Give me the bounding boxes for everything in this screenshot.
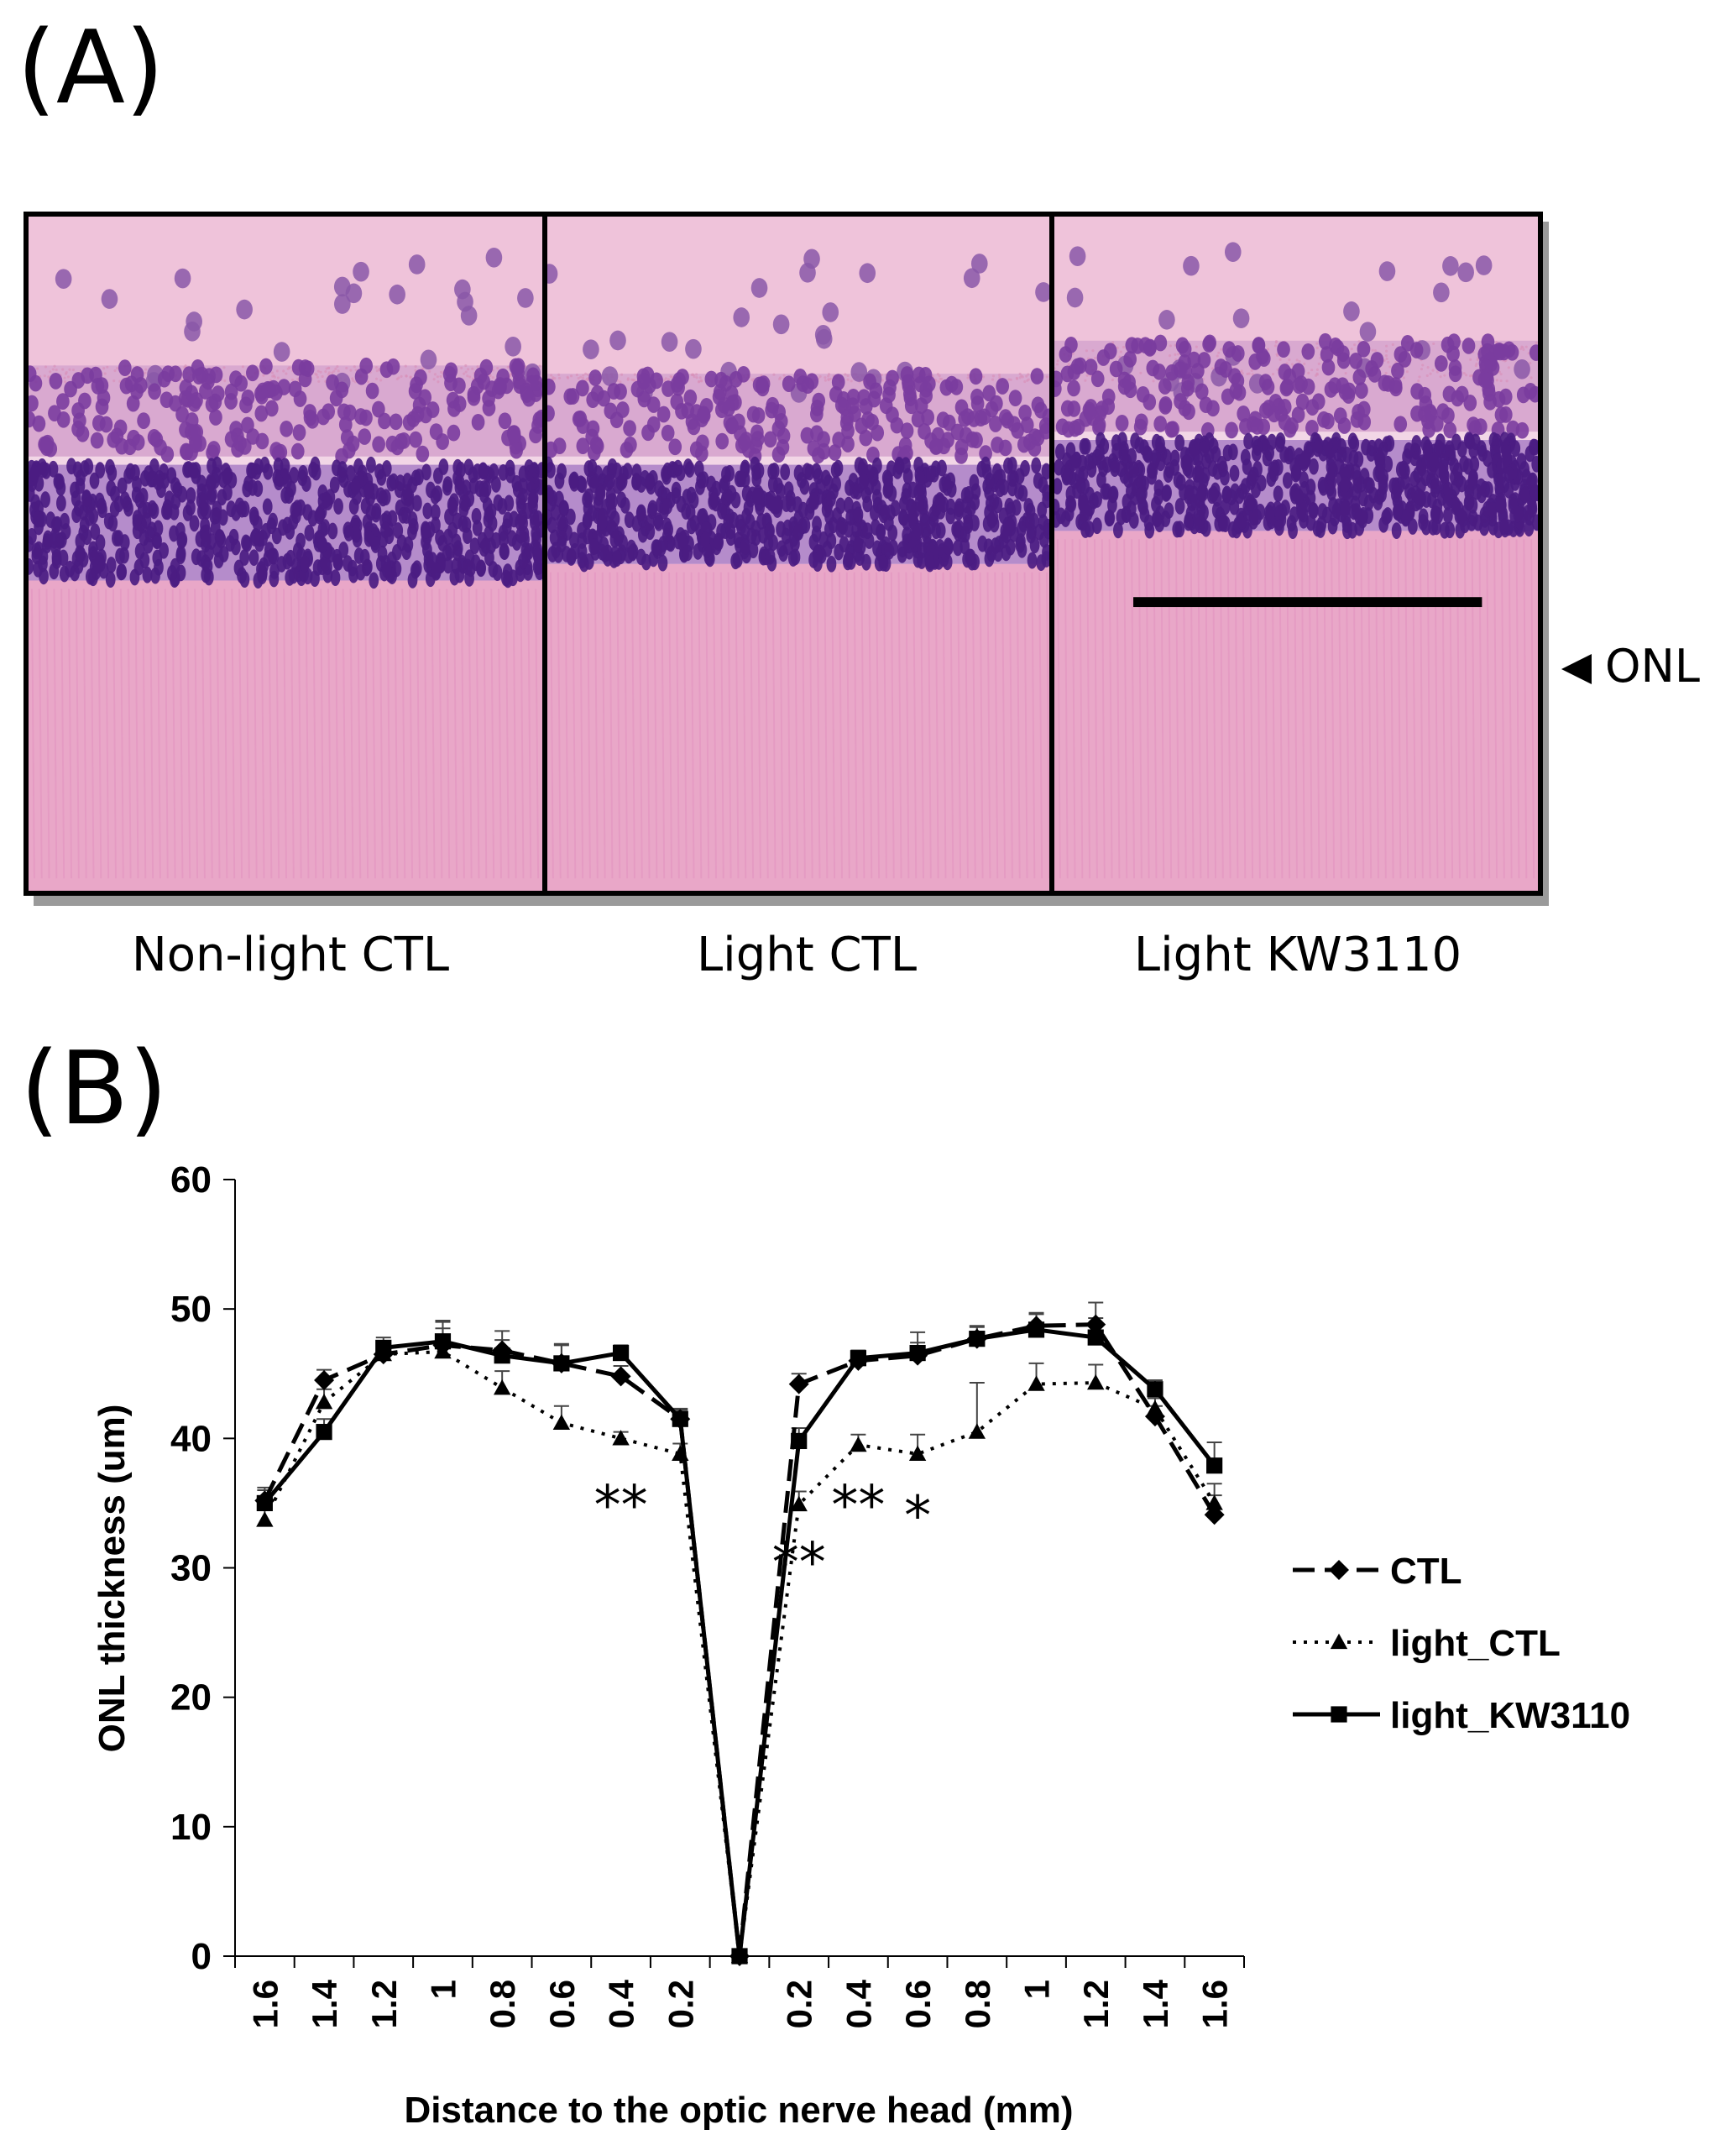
caption-light-kw3110: Light KW3110 <box>1133 928 1462 982</box>
x-tick-label: 0.8 <box>958 1980 997 2028</box>
data-point-light-kw3110 <box>850 1350 867 1367</box>
data-point-light-kw3110 <box>256 1494 273 1512</box>
x-tick-label: 1.2 <box>364 1980 404 2028</box>
series-line-light-ctl <box>263 1350 1216 1958</box>
onl-marker: ONL <box>1561 640 1700 693</box>
y-axis-label: ONL thickness (um) <box>92 1405 133 1753</box>
data-point-light-ctl <box>552 1414 571 1430</box>
data-point-light-ctl <box>315 1393 333 1410</box>
x-tick-label: 0.8 <box>483 1980 522 2028</box>
data-point-ctl <box>314 1369 335 1390</box>
legend-marker <box>1331 1706 1347 1723</box>
significance-marker: ** <box>772 1532 826 1594</box>
data-point-light-ctl <box>1087 1373 1105 1390</box>
data-point-light-kw3110 <box>791 1432 808 1450</box>
x-tick-label: 1.2 <box>1076 1980 1116 2028</box>
data-point-light-ctl <box>612 1430 630 1446</box>
series-lines <box>263 1322 1216 1959</box>
micrograph-non-light-ctl <box>24 212 547 896</box>
x-axis-label: Distance to the optic nerve head (mm) <box>404 2090 1073 2131</box>
x-tick-label: 0.4 <box>839 1979 878 2028</box>
legend-marker <box>1330 1633 1348 1650</box>
data-point-light-ctl <box>1027 1375 1045 1391</box>
legend-label: light_CTL <box>1390 1623 1561 1664</box>
x-tick-label: 1 <box>1017 1980 1057 1999</box>
data-point-ctl <box>610 1366 631 1387</box>
data-point-light-kw3110 <box>672 1410 688 1427</box>
data-point-light-ctl <box>256 1511 274 1527</box>
data-point-light-kw3110 <box>316 1424 332 1441</box>
data-point-light-kw3110 <box>434 1333 452 1350</box>
x-tick-label: 0.2 <box>661 1980 700 2028</box>
legend-label: light_KW3110 <box>1390 1695 1630 1736</box>
significance-annotations: ** ** *** <box>594 1475 932 1594</box>
data-point-light-ctl <box>850 1436 867 1452</box>
x-tick-label: 0.6 <box>542 1980 582 2028</box>
legend-label: CTL <box>1390 1551 1462 1592</box>
x-tick-label: 1.6 <box>245 1980 285 2028</box>
data-point-light-kw3110 <box>969 1331 986 1347</box>
data-point-light-kw3110 <box>1147 1381 1163 1398</box>
legend: CTL light_CTL light_KW3110 <box>1293 1551 1630 1736</box>
data-point-light-ctl <box>493 1379 511 1395</box>
left-triangle-icon <box>1561 654 1592 685</box>
data-point-light-kw3110 <box>494 1347 510 1364</box>
data-point-ctl <box>788 1373 809 1394</box>
y-tick-label: 60 <box>170 1159 212 1201</box>
data-point-light-ctl <box>434 1342 452 1359</box>
data-point-light-ctl <box>790 1495 808 1512</box>
data-point-light-ctl <box>1146 1400 1164 1416</box>
onl-marker-label: ONL <box>1605 640 1700 693</box>
data-point-light-kw3110 <box>1027 1321 1045 1338</box>
caption-non-light-ctl: Non-light CTL <box>131 928 450 982</box>
caption-light-ctl: Light CTL <box>696 928 918 982</box>
data-point-light-kw3110 <box>909 1344 926 1362</box>
chart-axes: 0 10 20 30 40 50 60 1.6 1.4 1.2 1 0.8 0.6 0.4 0.2 0.2 0.… <box>170 1159 1245 2028</box>
x-tick-label: 0.6 <box>898 1980 938 2028</box>
data-point-light-ctl <box>968 1423 986 1439</box>
significance-marker: * <box>904 1485 931 1547</box>
x-tick-label: 1.4 <box>305 1979 344 2028</box>
significance-marker: ** <box>831 1475 885 1537</box>
y-tick-label: 20 <box>170 1677 212 1719</box>
data-point-light-ctl <box>1205 1494 1223 1510</box>
micrograph-light-ctl <box>542 212 1054 896</box>
x-tick-label: 1.4 <box>1136 1979 1175 2028</box>
legend-marker <box>1329 1560 1349 1580</box>
y-tick-label: 10 <box>170 1807 212 1848</box>
data-point-light-kw3110 <box>1206 1457 1223 1474</box>
x-tick-label: 0.2 <box>780 1980 819 2028</box>
data-point-light-ctl <box>908 1445 927 1461</box>
scale-bar <box>1133 597 1482 608</box>
significance-marker: ** <box>594 1475 648 1537</box>
x-tick-label: 1.6 <box>1195 1980 1235 2028</box>
data-point-light-kw3110 <box>553 1355 570 1372</box>
data-point-light-kw3110 <box>731 1948 748 1965</box>
panel-b-label: (B) <box>20 1031 168 1148</box>
panel-a-label: (A) <box>17 10 165 127</box>
onl-thickness-chart: 0 10 20 30 40 50 60 1.6 1.4 1.2 1 0.8 0.6 0.4 0.2 0.2 0.… <box>92 1159 1630 2131</box>
x-tick-label: 0.4 <box>602 1979 641 2028</box>
y-tick-label: 0 <box>191 1936 212 1977</box>
data-point-light-kw3110 <box>612 1344 630 1362</box>
y-tick-label: 30 <box>170 1548 212 1589</box>
data-point-light-kw3110 <box>375 1339 392 1357</box>
x-tick-label: 1 <box>423 1980 463 1999</box>
y-tick-label: 40 <box>170 1418 212 1459</box>
series-markers <box>254 1314 1225 1966</box>
y-tick-label: 50 <box>170 1289 212 1330</box>
micrograph-light-kw3110 <box>1049 212 1543 896</box>
series-line-ctl <box>263 1322 1216 1959</box>
series-line-light-kw3110 <box>263 1327 1216 1959</box>
data-point-light-ctl <box>672 1445 689 1461</box>
data-point-light-kw3110 <box>1087 1329 1104 1346</box>
